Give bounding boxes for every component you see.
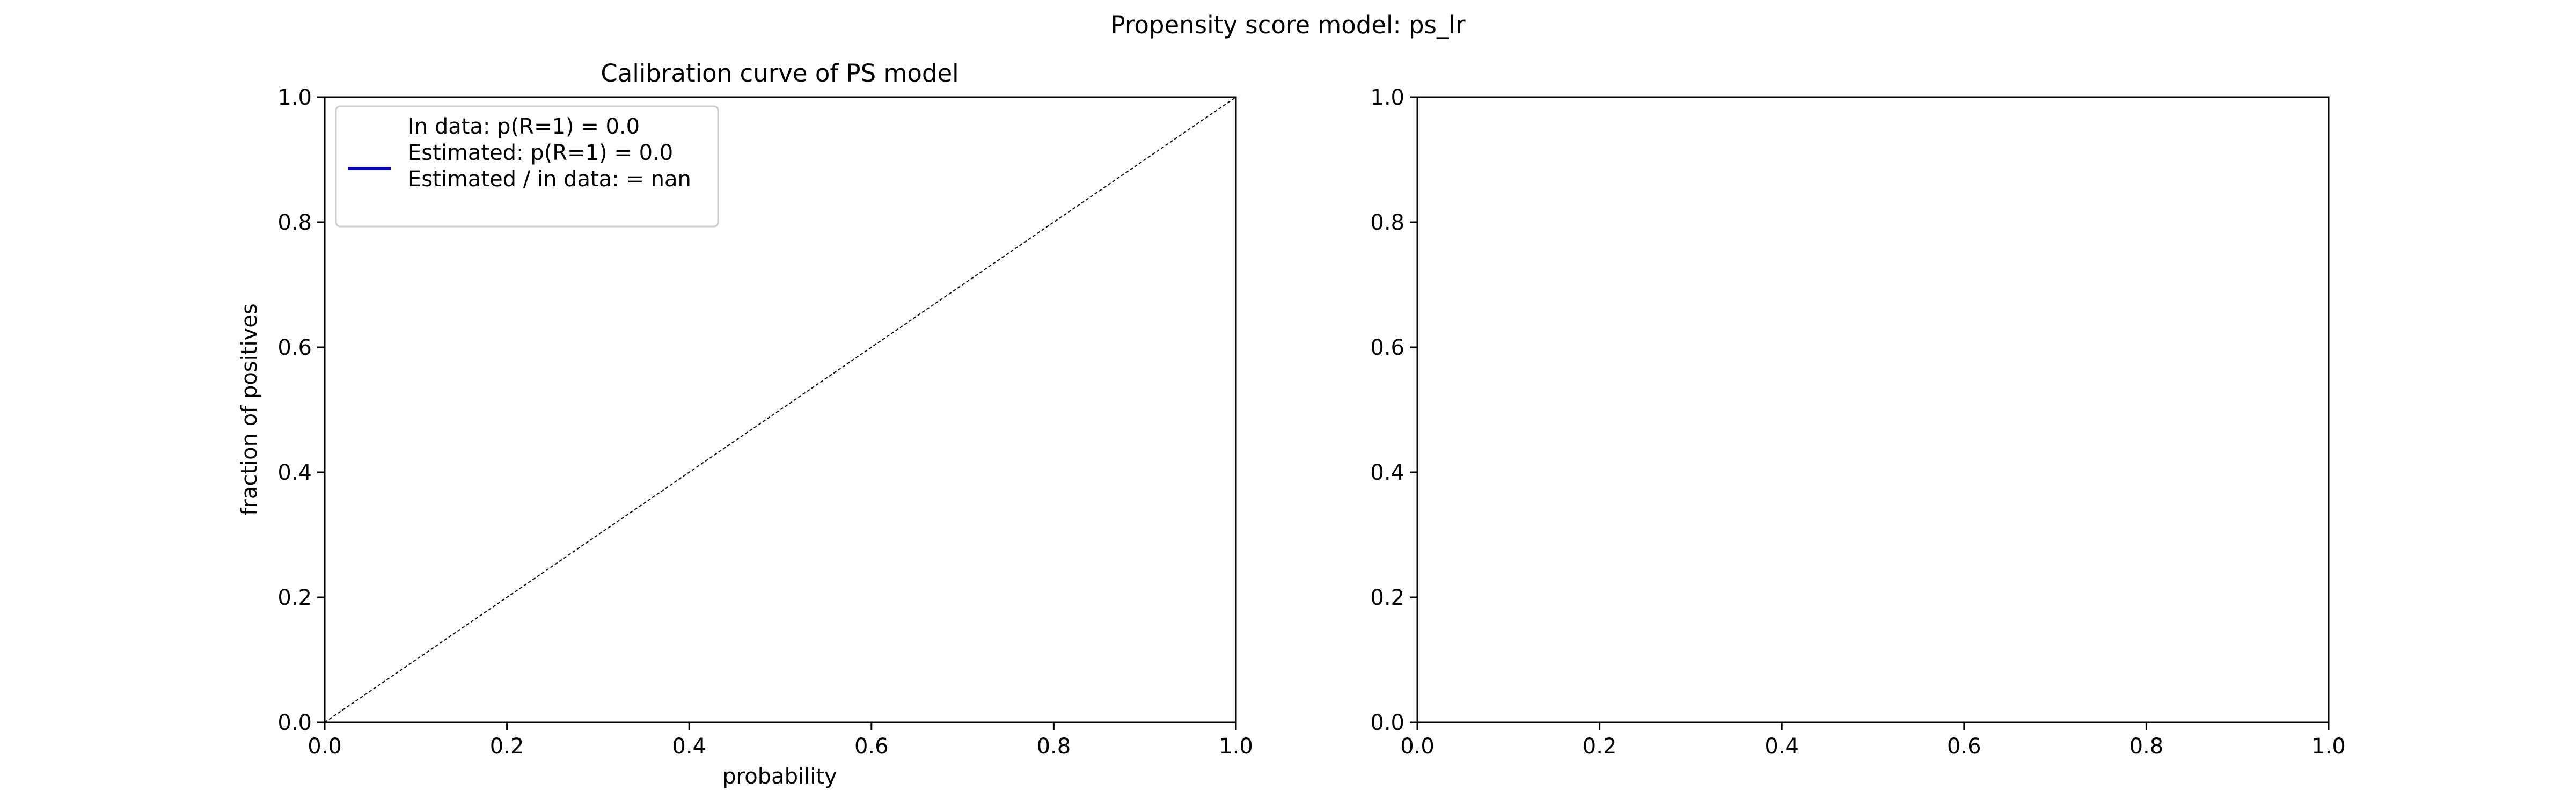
empty-plot-xtick-label: 0.2 xyxy=(1583,734,1617,759)
calibration-plot-title: Calibration curve of PS model xyxy=(601,59,958,87)
empty-plot-ytick-label: 0.8 xyxy=(1370,210,1404,235)
empty-plot-xtick-label: 0.6 xyxy=(1947,734,1981,759)
empty-plot-xtick-label: 0.8 xyxy=(2129,734,2164,759)
calibration-plot-ticks: 0.0 0.2 0.4 0.6 0.8 1.0 0.0 0.2 0.4 0.6 0.8 1.0 xyxy=(277,85,1253,759)
empty-plot-ytick-label: 0.6 xyxy=(1370,335,1404,360)
calibration-plot-legend: In data: p(R=1) = 0.0 Estimated: p(R=1) … xyxy=(335,105,719,228)
calibration-plot-ylabel: fraction of positives xyxy=(237,303,262,515)
calibration-plot-ytick-label: 0.6 xyxy=(277,335,312,360)
empty-plot: 0.0 0.2 0.4 0.6 0.8 1.0 0.0 0.2 0.4 0.6 0.8 1.0 xyxy=(1370,85,2345,759)
figure-suptitle: Propensity score model: ps_lr xyxy=(1110,11,1466,39)
calibration-plot-xtick-label: 1.0 xyxy=(1219,734,1253,759)
calibration-plot: Calibration curve of PS model probabilit… xyxy=(237,59,1253,789)
legend-box xyxy=(335,105,719,228)
calibration-plot-xtick-label: 0.8 xyxy=(1037,734,1071,759)
calibration-plot-xlabel: probability xyxy=(722,764,837,789)
calibration-plot-ytick-label: 1.0 xyxy=(277,85,312,110)
empty-plot-frame xyxy=(1416,96,2330,723)
empty-plot-ytick-label: 0.2 xyxy=(1370,586,1404,610)
calibration-plot-xtick-label: 0.6 xyxy=(854,734,889,759)
empty-plot-ytick-label: 1.0 xyxy=(1370,85,1404,110)
empty-plot-xtick-label: 0.4 xyxy=(1765,734,1799,759)
legend-entry-line-3: Estimated / in data: = nan xyxy=(408,167,691,192)
legend-entry-line-1: In data: p(R=1) = 0.0 xyxy=(408,114,640,139)
calibration-plot-ytick-label: 0.4 xyxy=(277,460,312,485)
empty-plot-xtick-label: 1.0 xyxy=(2311,734,2346,759)
empty-plot-xtick-label: 0.0 xyxy=(1400,734,1435,759)
calibration-plot-ytick-label: 0.8 xyxy=(277,210,312,235)
perfect-calibration-line xyxy=(324,97,1236,723)
calibration-plot-xtick-label: 0.2 xyxy=(490,734,524,759)
empty-plot-ticks: 0.0 0.2 0.4 0.6 0.8 1.0 0.0 0.2 0.4 0.6 0.8 1.0 xyxy=(1370,85,2345,759)
empty-plot-ytick-label: 0.4 xyxy=(1370,460,1404,485)
calibration-plot-ytick-label: 0.0 xyxy=(277,711,312,735)
calibration-plot-ytick-label: 0.2 xyxy=(277,586,312,610)
empty-plot-ytick-label: 0.0 xyxy=(1370,711,1404,735)
calibration-plot-frame xyxy=(324,96,1237,723)
legend-entry-line-2: Estimated: p(R=1) = 0.0 xyxy=(408,141,673,165)
calibration-plot-xtick-label: 0.0 xyxy=(308,734,342,759)
calibration-plot-xtick-label: 0.4 xyxy=(672,734,706,759)
